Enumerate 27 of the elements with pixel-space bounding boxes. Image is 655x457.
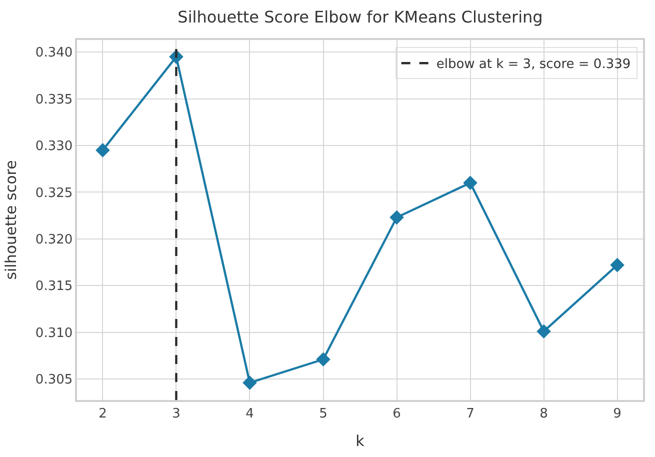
point <box>96 143 110 158</box>
point <box>463 176 478 190</box>
x-tick-label: 6 <box>392 406 401 422</box>
y-tick-label: 0.330 <box>35 139 73 154</box>
y-tick-label: 0.340 <box>35 46 73 61</box>
point <box>390 210 404 225</box>
x-tick-label: 2 <box>98 406 107 422</box>
x-tick-label: 8 <box>540 406 548 422</box>
y-tick-label: 0.325 <box>35 186 73 201</box>
x-tick-label: 4 <box>246 406 254 422</box>
y-tick-label: 0.305 <box>35 372 73 388</box>
y-tick-label: 0.335 <box>35 92 73 108</box>
y-tick-label: 0.315 <box>35 279 73 294</box>
x-tick-label: 3 <box>172 406 180 422</box>
chart-title: Silhouette Score Elbow for KMeans Clustering <box>178 8 543 27</box>
x-tick-label: 5 <box>319 406 328 422</box>
y-tick-label: 0.320 <box>35 232 73 248</box>
y-axis-title: silhouette score <box>2 160 20 280</box>
y-tick-label: 0.310 <box>35 326 73 341</box>
ref-line-label: elbow at k = 3, score = 0.339 <box>436 57 631 72</box>
point <box>316 352 330 367</box>
x-axis-title: k <box>356 432 365 450</box>
point <box>610 258 624 272</box>
point <box>536 324 551 339</box>
point <box>242 376 257 390</box>
x-tick-label: 7 <box>466 406 474 422</box>
x-tick-label: 9 <box>613 406 622 422</box>
